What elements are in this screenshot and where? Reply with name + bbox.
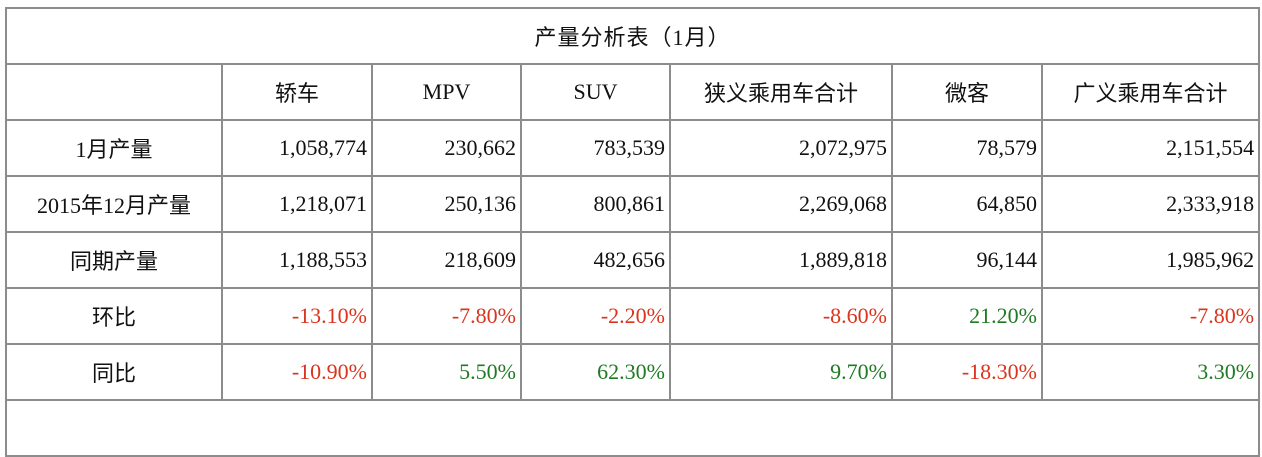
header-sedan: 轿车 xyxy=(221,63,373,121)
cell: 482,656 xyxy=(520,231,671,289)
cell: 1,218,071 xyxy=(221,175,373,233)
table-row: 1月产量 1,058,774 230,662 783,539 2,072,975… xyxy=(5,119,1261,177)
cell-negative: -8.60% xyxy=(669,287,893,345)
table-row-mom: 环比 -13.10% -7.80% -2.20% -8.60% 21.20% -… xyxy=(5,287,1261,345)
table-row-yoy: 同比 -10.90% 5.50% 62.30% 9.70% -18.30% 3.… xyxy=(5,343,1261,401)
cell: 783,539 xyxy=(520,119,671,177)
table-title: 产量分析表（1月） xyxy=(4,7,1261,65)
cell-negative: -2.20% xyxy=(520,287,671,345)
cell: 800,861 xyxy=(520,175,671,233)
cell-negative: -7.80% xyxy=(371,287,522,345)
cell: 230,662 xyxy=(371,119,522,177)
production-analysis-table: 产量分析表（1月） 轿车 MPV SUV 狭义乘用车合计 微客 广义乘用车合计 … xyxy=(4,7,1261,457)
cell: 64,850 xyxy=(891,175,1043,233)
footer-row xyxy=(4,399,1261,457)
row-label: 2015年12月产量 xyxy=(5,175,223,233)
header-suv: SUV xyxy=(520,63,671,121)
table-row: 同期产量 1,188,553 218,609 482,656 1,889,818… xyxy=(5,231,1261,289)
cell-negative: -13.10% xyxy=(221,287,373,345)
cell-negative: -10.90% xyxy=(221,343,373,401)
cell-positive: 3.30% xyxy=(1040,343,1261,401)
cell: 1,889,818 xyxy=(669,231,893,289)
cell: 78,579 xyxy=(891,119,1043,177)
cell-positive: 9.70% xyxy=(669,343,893,401)
cell-positive: 5.50% xyxy=(371,343,522,401)
cell: 1,985,962 xyxy=(1040,231,1261,289)
cell: 218,609 xyxy=(371,231,522,289)
header-row: 轿车 MPV SUV 狭义乘用车合计 微客 广义乘用车合计 xyxy=(5,63,1261,121)
row-label: 同比 xyxy=(5,343,223,401)
cell: 2,072,975 xyxy=(669,119,893,177)
cell-positive: 21.20% xyxy=(891,287,1043,345)
cell: 1,058,774 xyxy=(221,119,373,177)
row-label: 同期产量 xyxy=(5,231,223,289)
footer-cell xyxy=(4,399,1261,457)
cell: 2,333,918 xyxy=(1040,175,1261,233)
header-narrow-passenger-total: 狭义乘用车合计 xyxy=(669,63,893,121)
cell: 1,188,553 xyxy=(221,231,373,289)
row-label: 1月产量 xyxy=(5,119,223,177)
cell-negative: -18.30% xyxy=(891,343,1043,401)
header-microvan: 微客 xyxy=(891,63,1043,121)
cell-positive: 62.30% xyxy=(520,343,671,401)
table-row: 2015年12月产量 1,218,071 250,136 800,861 2,2… xyxy=(5,175,1261,233)
header-corner xyxy=(5,63,223,121)
row-label: 环比 xyxy=(5,287,223,345)
cell: 2,151,554 xyxy=(1040,119,1261,177)
cell: 2,269,068 xyxy=(669,175,893,233)
header-mpv: MPV xyxy=(371,63,522,121)
title-row: 产量分析表（1月） xyxy=(4,7,1261,65)
cell: 96,144 xyxy=(891,231,1043,289)
header-broad-passenger-total: 广义乘用车合计 xyxy=(1040,63,1261,121)
cell-negative: -7.80% xyxy=(1040,287,1261,345)
cell: 250,136 xyxy=(371,175,522,233)
